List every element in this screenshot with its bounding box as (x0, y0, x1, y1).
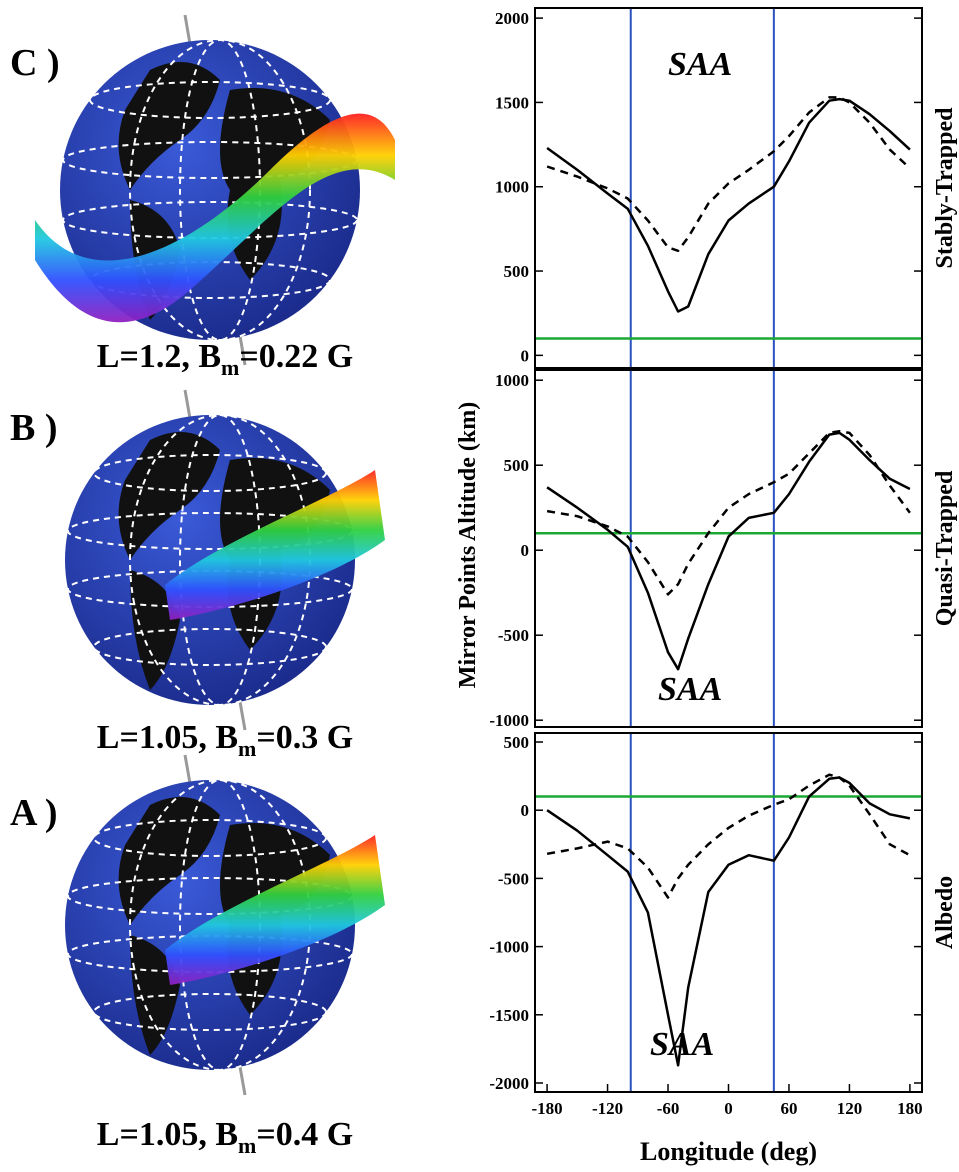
dashed-line (546, 96, 911, 253)
caption-subscript: m (221, 355, 239, 380)
dashed-line (546, 429, 911, 596)
caption-text: =0.4 G (256, 1116, 353, 1153)
y-tick-label: 0 (521, 541, 530, 560)
caption-text: L=1.2, B (97, 338, 221, 375)
y-tick-label: 0 (521, 346, 530, 365)
side-label: Albedo (932, 876, 958, 949)
y-tick-label: 500 (504, 733, 530, 752)
continent (118, 62, 220, 190)
x-axis-label: Longitude (deg) (640, 1137, 817, 1166)
panel-letter: B ) (10, 407, 58, 449)
caption-text: L=1.05, B (97, 719, 238, 756)
side-label: Stably-Trapped (932, 107, 958, 269)
caption-subscript: m (238, 736, 256, 761)
annotation: SAA (658, 671, 722, 708)
y-axis-label: Mirror Points Altitude (km) (455, 402, 481, 688)
solid-line (546, 431, 911, 671)
annotation: SAA (668, 46, 732, 83)
panel-letter: A ) (10, 792, 58, 834)
dashed-line (546, 773, 911, 899)
y-tick-label: -1500 (489, 1006, 529, 1025)
x-tick-label: 60 (780, 1099, 797, 1118)
continent (118, 797, 220, 925)
y-tick-label: 1000 (495, 371, 529, 390)
caption-subscript: m (238, 1133, 256, 1158)
y-tick-label: -500 (498, 626, 529, 645)
y-tick-label: -1000 (489, 711, 529, 730)
panel-caption: L=1.2, Bm=0.22 G (97, 338, 353, 380)
grid-parallel (89, 81, 331, 119)
globes: C )L=1.2, Bm=0.22 GB )L=1.05, Bm=0.3 GA … (10, 14, 395, 1158)
panel-caption: L=1.05, Bm=0.3 G (97, 719, 353, 761)
annotation: SAA (650, 1026, 714, 1063)
grid-parallel (93, 628, 327, 666)
x-tick-label: 180 (897, 1099, 923, 1118)
drift-shell (35, 113, 395, 323)
panel-letter: C ) (10, 42, 60, 84)
grid-parallel (93, 819, 327, 857)
solid-line (546, 776, 911, 1067)
panel-caption: L=1.05, Bm=0.4 G (97, 1116, 353, 1158)
grid-meridian (129, 39, 311, 341)
drift-shell (165, 835, 385, 985)
plot-frame (534, 7, 923, 369)
x-tick-label: -120 (592, 1099, 623, 1118)
caption-text: =0.3 G (256, 719, 353, 756)
grid-parallel (93, 454, 327, 492)
y-tick-label: 500 (504, 262, 530, 281)
y-tick-label: 1500 (495, 93, 529, 112)
y-tick-label: -2000 (489, 1074, 529, 1093)
panel: -1000 -500 0 500 1000 SAA Quasi-Trapped (489, 369, 958, 730)
y-tick-label: 0 (521, 801, 530, 820)
solid-line (546, 97, 911, 313)
y-tick-label: 500 (504, 456, 530, 475)
grid-parallel (93, 993, 327, 1031)
plot-frame (534, 369, 923, 728)
y-tick-label: -500 (498, 869, 529, 888)
plot-frame (534, 732, 923, 1093)
x-tick-label: 0 (724, 1099, 733, 1118)
y-tick-label: -1000 (489, 938, 529, 957)
side-label: Quasi-Trapped (932, 470, 958, 626)
x-tick-label: -60 (657, 1099, 680, 1118)
drift-shell (165, 470, 385, 620)
x-tick-label: -180 (532, 1099, 563, 1118)
caption-text: L=1.05, B (97, 1116, 238, 1153)
panel: 0 500 1000 1500 2000 SAA Stably-Trapped (495, 7, 958, 369)
caption-text: =0.22 G (239, 338, 353, 375)
x-tick-label: 120 (837, 1099, 863, 1118)
grid-parallel (62, 201, 358, 239)
continent (118, 432, 220, 560)
y-tick-label: 1000 (495, 178, 529, 197)
panel: -2000 -1500 -1000 -500 0 500 -180 -120 -60 0 60 120… (489, 732, 958, 1166)
y-tick-label: 2000 (495, 9, 529, 28)
charts: Mirror Points Altitude (km) 0 500 1000 1500 2… (455, 7, 958, 1166)
